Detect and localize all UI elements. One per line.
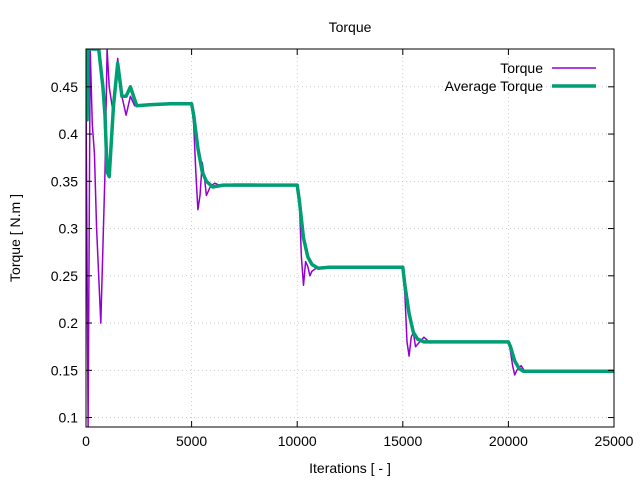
- x-tick-label: 10000: [278, 433, 317, 449]
- ticks: 0 5000 10000 15000 20000 25000 0.1 0.15 0.2 0.25 0…: [51, 49, 634, 449]
- legend-label: Average Torque: [445, 78, 544, 94]
- plot-frame: [85, 48, 615, 428]
- x-tick-label: 5000: [176, 433, 207, 449]
- y-tick-label: 0.25: [51, 268, 78, 284]
- grid: [86, 49, 614, 427]
- x-tick-label: 20000: [489, 433, 528, 449]
- y-tick-label: 0.1: [59, 410, 79, 426]
- x-tick-label: 25000: [595, 433, 634, 449]
- y-tick-label: 0.3: [59, 221, 79, 237]
- legend: Torque Average Torque: [445, 60, 596, 94]
- y-tick-label: 0.45: [51, 79, 78, 95]
- series-layer: [86, 49, 614, 427]
- x-tick-label: 0: [82, 433, 90, 449]
- legend-label: Torque: [500, 60, 543, 76]
- chart-title: Torque: [329, 19, 372, 35]
- y-tick-label: 0.2: [59, 315, 79, 331]
- y-tick-label: 0.35: [51, 173, 78, 189]
- x-axis-label: Iterations [ - ]: [309, 460, 391, 476]
- series-line-average-torque: [86, 49, 614, 373]
- y-tick-label: 0.15: [51, 362, 78, 378]
- x-tick-label: 15000: [383, 433, 422, 449]
- y-tick-label: 0.4: [59, 126, 79, 142]
- y-axis-label: Torque [ N.m ]: [7, 194, 23, 282]
